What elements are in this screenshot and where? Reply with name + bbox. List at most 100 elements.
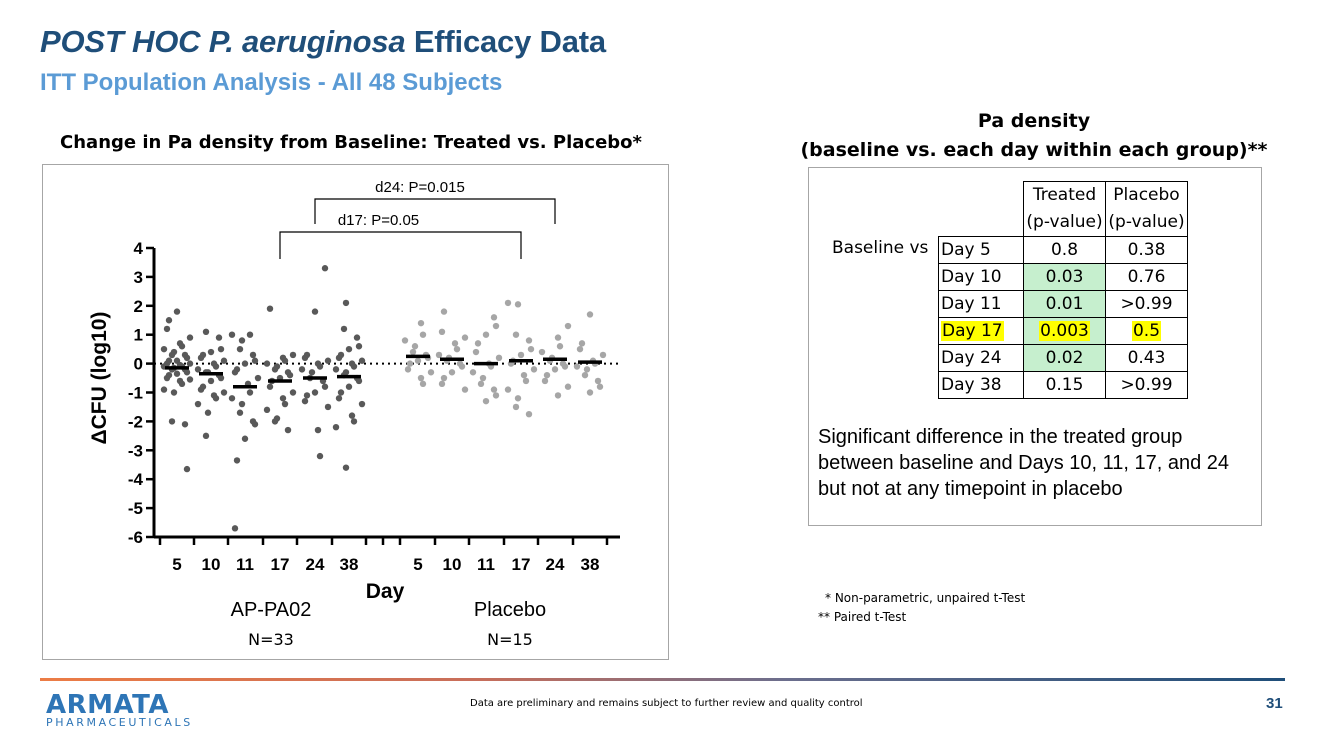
data-point <box>342 464 350 471</box>
row-day: Day 17 <box>938 317 1024 345</box>
data-point <box>335 354 343 362</box>
treated-pvalue: 0.03 <box>1023 263 1106 291</box>
data-point <box>348 412 356 419</box>
data-point <box>583 366 591 373</box>
table-heading-line2: (baseline vs. each day within each group… <box>800 139 1268 161</box>
data-point <box>197 354 205 362</box>
baseline-vs-label: Baseline vs <box>832 238 929 258</box>
x-tick-label: 17 <box>512 555 531 574</box>
data-point <box>417 319 425 327</box>
x-tick-label: 11 <box>477 555 495 574</box>
data-point <box>321 383 329 390</box>
data-point <box>207 377 215 385</box>
highlighted-placebo-pvalue: 0.5 <box>1131 321 1162 341</box>
group-name-label: AP-PA02 <box>231 599 312 621</box>
data-point <box>173 308 181 315</box>
data-point <box>212 395 220 402</box>
row-day: Day 5 <box>938 236 1024 264</box>
data-point <box>186 376 194 383</box>
x-tick-label: 10 <box>202 555 221 574</box>
data-point <box>238 400 246 408</box>
company-logo-subtext: PHARMACEUTICALS <box>46 716 193 729</box>
data-point <box>186 334 194 341</box>
data-point <box>520 371 528 379</box>
data-point <box>311 308 319 315</box>
data-point <box>220 389 228 396</box>
data-point <box>504 299 512 307</box>
footnote-unpaired: * Non-parametric, unpaired t-Test <box>825 591 1026 605</box>
table-corner <box>939 182 1024 237</box>
data-point <box>308 369 316 376</box>
data-point <box>220 357 228 364</box>
data-point <box>564 383 572 390</box>
data-point <box>217 374 225 382</box>
col-header-treated: Treated (p-value) <box>1023 181 1106 237</box>
y-tick-label: 4 <box>134 239 144 258</box>
footnote-paired: ** Paired t-Test <box>818 610 907 624</box>
data-point <box>401 337 409 344</box>
pvalue-table: Treated (p-value) Placebo (p-value) Day 5 … <box>938 181 1188 399</box>
data-point <box>527 345 535 353</box>
x-tick-label: 17 <box>271 555 290 574</box>
data-point <box>324 403 332 411</box>
data-point <box>482 331 490 338</box>
title-italic-part: POST HOC P. aeruginosa <box>40 24 406 59</box>
data-point <box>241 435 249 442</box>
treated-pvalue: 0.01 <box>1023 290 1106 318</box>
data-point <box>186 360 194 367</box>
group-n-label: N=15 <box>487 630 533 649</box>
data-point <box>271 366 279 373</box>
data-point <box>404 366 412 373</box>
data-point <box>427 369 435 376</box>
data-point <box>178 380 186 388</box>
data-point <box>482 397 490 405</box>
data-point <box>301 397 309 405</box>
data-point <box>495 354 503 362</box>
data-point <box>353 334 361 341</box>
data-point <box>554 392 562 399</box>
data-point <box>578 340 586 347</box>
table-frame <box>808 167 1262 526</box>
data-point <box>586 389 594 396</box>
data-point <box>281 357 289 364</box>
data-point <box>517 351 525 359</box>
company-logo: ARMATA <box>46 690 169 720</box>
data-point <box>358 400 366 408</box>
data-point <box>324 357 332 364</box>
data-point <box>538 348 546 356</box>
data-point <box>350 418 358 425</box>
table-header-row: Treated (p-value) Placebo (p-value) <box>939 181 1188 237</box>
data-point <box>414 357 422 364</box>
page-title: POST HOC P. aeruginosa Efficacy Data <box>40 24 606 60</box>
data-point <box>556 343 564 350</box>
x-tick-label: 38 <box>581 555 600 574</box>
row-day: Day 38 <box>938 371 1024 399</box>
treated-pvalue: 0.15 <box>1023 371 1106 399</box>
table-heading-line1: Pa density <box>977 110 1091 132</box>
table-row: Day 24 0.02 0.43 <box>938 344 1188 372</box>
data-point <box>492 392 500 399</box>
data-point <box>246 331 254 338</box>
col-placebo-line2: (p-value) <box>1108 212 1185 232</box>
placebo-pvalue: 0.38 <box>1105 236 1188 264</box>
data-point <box>236 409 244 416</box>
data-point <box>350 363 358 370</box>
x-tick-label: 5 <box>413 555 422 574</box>
data-point <box>417 374 425 382</box>
table-row: Day 38 0.15 >0.99 <box>938 371 1188 399</box>
y-tick-label: 0 <box>134 355 143 374</box>
data-point <box>284 426 292 434</box>
data-point <box>554 334 562 341</box>
data-point <box>204 409 212 416</box>
data-point <box>173 370 181 377</box>
data-point <box>217 345 225 353</box>
conclusion-text: Significant difference in the treated gr… <box>818 426 1230 500</box>
data-point <box>241 360 249 367</box>
data-point <box>303 392 311 399</box>
data-point <box>314 426 322 434</box>
y-tick-label: 3 <box>134 268 143 287</box>
data-point <box>472 348 480 356</box>
data-point <box>345 383 353 390</box>
y-tick-label: 1 <box>134 326 143 345</box>
placebo-pvalue: >0.99 <box>1105 290 1188 318</box>
